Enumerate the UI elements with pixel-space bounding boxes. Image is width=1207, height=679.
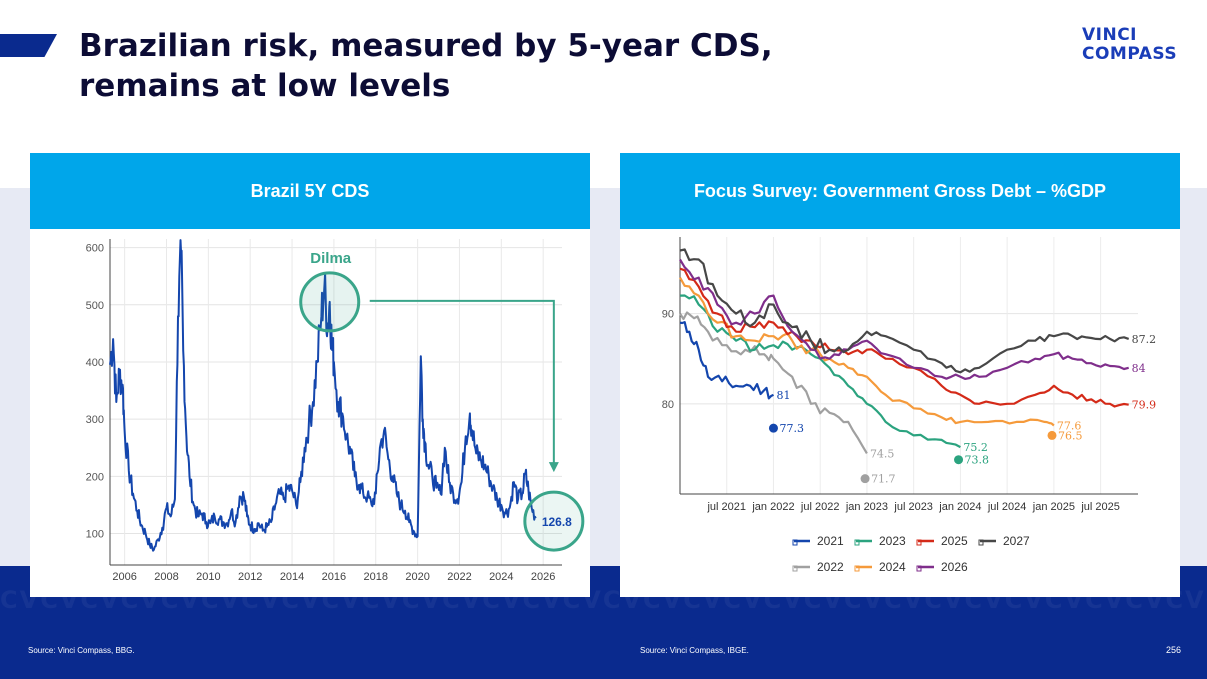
- legend-marker-2022: [792, 565, 798, 572]
- cds-x-tick-label: 2024: [489, 571, 513, 583]
- cds-chart-title: Brazil 5Y CDS: [30, 153, 590, 229]
- source-note-left: Source: Vinci Compass, BBG.: [28, 646, 135, 655]
- debt-series-2027-end-label: 87.2: [1132, 333, 1157, 346]
- cds-x-tick-label: 2012: [238, 571, 262, 583]
- debt-chart-panel: Focus Survey: Government Gross Debt – %G…: [620, 153, 1180, 597]
- dilma-highlight-circle: [299, 271, 361, 333]
- legend-label-2022: 2022: [817, 560, 844, 574]
- page-title-line1: Brazilian risk, measured by 5-year CDS,: [79, 28, 773, 64]
- legend-label-2023: 2023: [879, 534, 906, 548]
- legend-marker-2023: [854, 539, 860, 546]
- page-number: 256: [1166, 645, 1182, 655]
- annotation-arrow-line: [369, 299, 555, 465]
- cds-x-tick-label: 2016: [322, 571, 346, 583]
- debt-series-2026-line: [679, 258, 1129, 380]
- legend-marker-2026: [916, 565, 922, 572]
- legend-marker-2025: [916, 539, 922, 546]
- cds-chart-panel: Brazil 5Y CDS 100 200 300 400 500 600 2006 2008…: [30, 153, 590, 597]
- debt-series-2025-end-label: 79.9: [1132, 399, 1157, 412]
- debt-series-2021-dot: [768, 423, 778, 433]
- debt-series-2023-line: [679, 294, 961, 449]
- debt-series-2024-dot-label: 76.5: [1058, 429, 1083, 442]
- legend-label-2025: 2025: [941, 534, 968, 548]
- logo-line2: COMPASS: [1082, 44, 1178, 64]
- debt-series-2022-dot-label: 71.7: [871, 473, 896, 486]
- debt-series-2022-end-label: 74.5: [870, 447, 895, 460]
- cds-y-tick-label: 400: [86, 357, 104, 369]
- page-title-line2: remains at low levels: [79, 68, 451, 104]
- cds-chart: 100 200 300 400 500 600 2006 2008 2010 2012 2014 20…: [86, 239, 585, 583]
- cds-x-tick-label: 2008: [154, 571, 178, 583]
- page-title: Brazilian risk, measured by 5-year CDS, …: [79, 26, 839, 106]
- cds-y-tick-label: 200: [86, 471, 104, 483]
- legend-label-2026: 2026: [941, 560, 968, 574]
- cds-x-tick-label: 2026: [531, 571, 555, 583]
- cds-y-tick-label: 100: [86, 529, 104, 541]
- cds-x-tick-label: 2010: [196, 571, 220, 583]
- debt-series-2027-line: [679, 248, 1130, 374]
- cds-x-tick-label: 2014: [280, 571, 304, 583]
- logo-line1: VINCI: [1082, 25, 1138, 45]
- debt-y-tick-label: 80: [662, 399, 674, 411]
- title-accent-bar: [0, 34, 57, 57]
- cds-x-tick-label: 2006: [112, 571, 136, 583]
- debt-x-tick-label: jul 2021: [706, 501, 746, 513]
- debt-x-tick-label: jul 2024: [987, 501, 1027, 513]
- debt-series-2021-line: [679, 320, 774, 400]
- debt-x-tick-label: jul 2025: [1080, 501, 1120, 513]
- debt-series-2026-end-label: 84: [1132, 362, 1146, 375]
- debt-series-2024-line: [679, 277, 1055, 427]
- last-value-circle: [523, 490, 585, 552]
- debt-chart-title: Focus Survey: Government Gross Debt – %G…: [620, 153, 1180, 229]
- cds-x-tick-label: 2022: [447, 571, 471, 583]
- debt-chart: 80 90 jul 2021 jan 2022 jul 2022 jan 2023 jul …: [662, 237, 1157, 574]
- cds-series-line: [109, 239, 537, 552]
- debt-series-2023-dot-label: 73.8: [965, 454, 990, 467]
- debt-series-2024-dot: [1047, 430, 1057, 440]
- dilma-label: Dilma: [310, 250, 352, 267]
- cds-y-tick-label: 300: [86, 414, 104, 426]
- debt-series-2023-end-label: 75.2: [963, 441, 988, 454]
- cds-x-tick-label: 2018: [364, 571, 388, 583]
- cds-y-tick-label: 600: [86, 243, 104, 255]
- annotation-arrow-head: [548, 462, 559, 473]
- legend-label-2021: 2021: [817, 534, 844, 548]
- logo: VINCI COMPASS: [1082, 26, 1177, 64]
- debt-series-2024-end-label: 77.6: [1057, 419, 1082, 432]
- debt-x-tick-label: jan 2023: [845, 501, 888, 513]
- last-value-label: 126.8: [542, 515, 572, 529]
- cds-x-tick-label: 2020: [405, 571, 429, 583]
- debt-x-tick-label: jan 2025: [1032, 501, 1075, 513]
- legend-label-2027: 2027: [1003, 534, 1030, 548]
- debt-x-tick-label: jan 2022: [751, 501, 794, 513]
- legend-label-2024: 2024: [879, 560, 906, 574]
- debt-y-tick-label: 90: [662, 309, 674, 321]
- debt-x-tick-label: jul 2023: [893, 501, 933, 513]
- debt-x-tick-label: jan 2024: [938, 501, 981, 513]
- debt-series-2021-end-label: 81: [776, 389, 790, 402]
- source-note-right: Source: Vinci Compass, IBGE.: [640, 646, 749, 655]
- legend-marker-2021: [792, 539, 798, 546]
- legend-marker-2024: [854, 565, 860, 572]
- debt-x-tick-label: jul 2022: [800, 501, 840, 513]
- legend-marker-2027: [978, 539, 984, 546]
- debt-series-2022-line: [679, 311, 868, 454]
- debt-series-2022-dot: [860, 474, 870, 484]
- cds-y-tick-label: 500: [86, 300, 104, 312]
- debt-series-2021-dot-label: 77.3: [779, 422, 804, 435]
- debt-series-2023-dot: [954, 455, 964, 465]
